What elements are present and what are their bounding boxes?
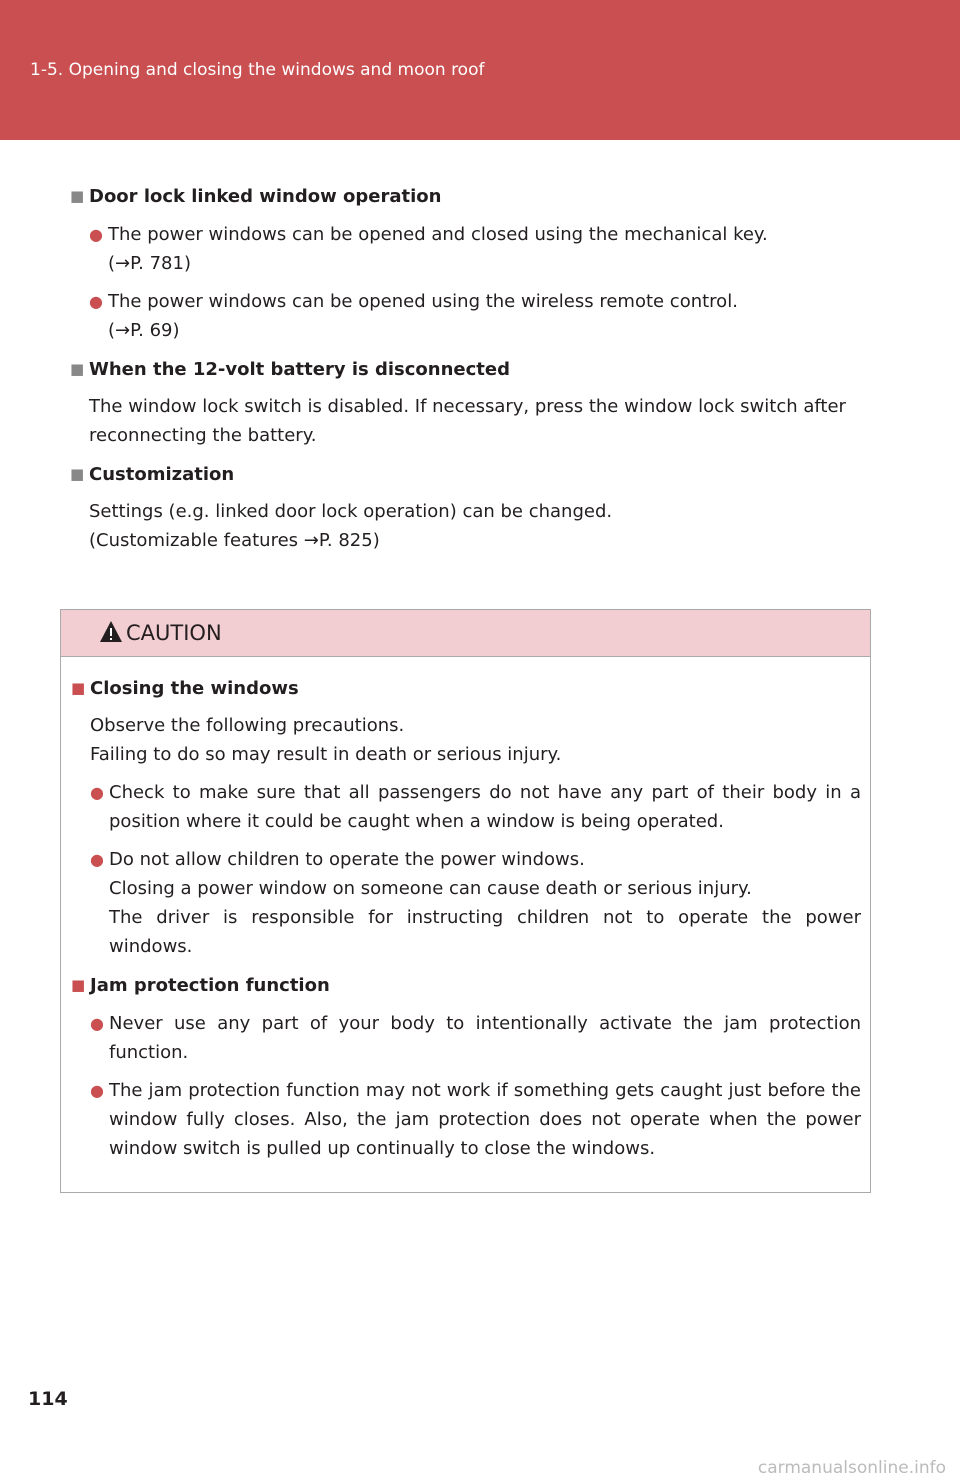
bullet-line: Never use any part of your body to inten… (109, 1013, 861, 1063)
bullet-item: Never use any part of your body to inten… (71, 1009, 861, 1067)
bullet-line: (→P. 69) (108, 320, 180, 341)
section: Jam protection function Never use any par… (71, 971, 861, 1163)
header: 1-5. Opening and closing the windows and… (0, 0, 960, 140)
section: Customization Settings (e.g. linked door … (70, 460, 870, 555)
caution-title: CAUTION (126, 621, 222, 645)
section-heading: Customization (70, 460, 870, 489)
bullet-line: Closing a power window on someone can ca… (109, 878, 752, 899)
paragraph-line: Settings (e.g. linked door lock operatio… (89, 501, 613, 522)
caution-body: Closing the windows Observe the following… (71, 674, 861, 1173)
bullet-line: The power windows can be opened using th… (108, 291, 738, 312)
section-heading: Jam protection function (71, 971, 861, 1000)
caution-header: CAUTION (61, 610, 870, 657)
paragraph-line: Failing to do so may result in death or … (90, 744, 562, 765)
bullet-line: The jam protection function may not work… (109, 1080, 861, 1159)
warning-icon (100, 621, 122, 642)
section: When the 12-volt battery is disconnected… (70, 355, 870, 450)
section: Closing the windows Observe the following… (71, 674, 861, 961)
paragraph-line: The window lock switch is disabled. If n… (89, 396, 846, 446)
page-number: 114 (28, 1388, 68, 1410)
bullet-item: Check to make sure that all passengers d… (71, 778, 861, 836)
bullet-line: Check to make sure that all passengers d… (109, 782, 861, 832)
main-content: Door lock linked window operation The pow… (70, 182, 870, 565)
paragraph-group: Observe the following precautions. Failin… (71, 711, 861, 769)
bullet-line: Do not allow children to operate the pow… (109, 849, 585, 870)
bullet-item: The power windows can be opened using th… (70, 287, 870, 345)
header-title: 1-5. Opening and closing the windows and… (30, 60, 485, 80)
caution-box: CAUTION Closing the windows Observe the f… (60, 609, 871, 1193)
section-heading: Door lock linked window operation (70, 182, 870, 211)
watermark: carmanualsonline.info (757, 1458, 946, 1478)
section-heading: When the 12-volt battery is disconnected (70, 355, 870, 384)
paragraph-group: The window lock switch is disabled. If n… (70, 392, 870, 450)
bullet-item: The power windows can be opened and clos… (70, 220, 870, 278)
paragraph-line: Observe the following precautions. (90, 715, 405, 736)
bullet-line: The power windows can be opened and clos… (108, 224, 768, 245)
bullet-line: The driver is responsible for instructin… (109, 907, 861, 957)
section-heading: Closing the windows (71, 674, 861, 703)
bullet-item: Do not allow children to operate the pow… (71, 845, 861, 961)
paragraph-group: Settings (e.g. linked door lock operatio… (70, 497, 870, 555)
section: Door lock linked window operation The pow… (70, 182, 870, 345)
bullet-item: The jam protection function may not work… (71, 1076, 861, 1163)
bullet-line: (→P. 781) (108, 253, 191, 274)
paragraph-line: (Customizable features →P. 825) (89, 530, 380, 551)
